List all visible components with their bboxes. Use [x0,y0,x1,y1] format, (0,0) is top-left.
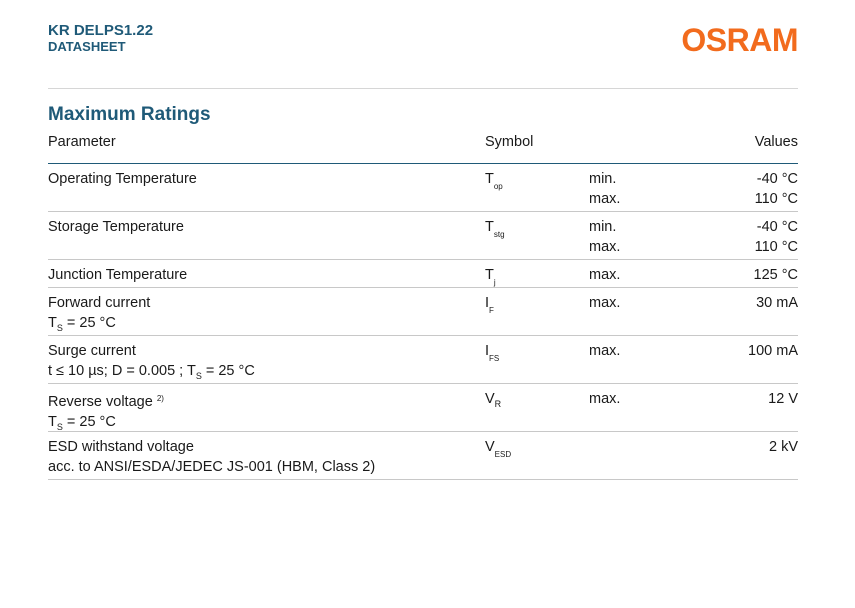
row-parameter: ESD withstand voltage acc. to ANSI/ESDA/… [48,439,376,475]
row-symbol: Tj [485,267,496,287]
row-condition: t ≤ 10 µs; D = 0.005 ; TS = 25 °C [48,363,255,381]
row-values: -40 °C 110 °C [754,219,798,255]
row-minmax: max. [589,267,621,283]
table-row: Forward current TS = 25 °C IF max. 30 mA [48,288,798,336]
row-minmax: max. [589,295,621,311]
row-minmax: min. max. [589,219,621,255]
table-row: Surge current t ≤ 10 µs; D = 0.005 ; TS … [48,336,798,384]
row-minmax: max. [589,343,621,359]
row-values: 2 kV [768,439,798,455]
table-row: Operating Temperature Top min. max. -40 °… [48,164,798,212]
section-title: Maximum Ratings [48,104,211,125]
row-symbol: IF [485,295,494,315]
table-header: Parameter Symbol Values [48,131,798,164]
header-symbol: Symbol [485,134,534,150]
row-parameter: Surge current t ≤ 10 µs; D = 0.005 ; TS … [48,341,255,386]
row-parameter: Storage Temperature [48,219,184,235]
row-condition: acc. to ANSI/ESDA/JEDEC JS-001 (HBM, Cla… [48,459,376,475]
row-symbol: VR [485,391,502,409]
row-condition: TS = 25 °C [48,414,116,432]
footnote-ref: 2) [156,394,164,403]
table-row: Storage Temperature Tstg min. max. -40 °C… [48,212,798,260]
ratings-table: Parameter Symbol Values Operating Temper… [48,131,798,480]
row-symbol: IFS [485,343,500,363]
table-row: Junction Temperature Tj max. 125 °C [48,260,798,288]
row-symbol: Tstg [485,219,505,239]
table-row: Reverse voltage 2) TS = 25 °C VR max. 12… [48,384,798,432]
row-values: 125 °C [753,267,799,283]
row-parameter: Forward current TS = 25 °C [48,293,150,338]
row-values: 12 V [768,391,798,407]
row-minmax: max. [589,391,621,407]
product-name: KR DELPS1.22 [48,22,154,39]
header-parameter: Parameter [48,134,116,150]
row-symbol: VESD [485,439,512,459]
row-minmax: min. max. [589,171,621,207]
row-values: 30 mA [756,295,798,311]
page-header: KR DELPS1.22 DATASHEET OSRAM [48,22,798,89]
row-parameter: Reverse voltage 2) TS = 25 °C [48,389,164,437]
document-type: DATASHEET [48,39,126,54]
row-values: 100 mA [748,343,798,359]
row-values: -40 °C 110 °C [754,171,798,207]
table-row: ESD withstand voltage acc. to ANSI/ESDA/… [48,432,798,480]
row-parameter: Operating Temperature [48,171,197,187]
header-values: Values [754,134,798,150]
row-parameter: Junction Temperature [48,267,188,283]
row-symbol: Top [485,171,503,191]
brand-logo: OSRAM [681,22,798,58]
row-condition: TS = 25 °C [48,315,116,333]
